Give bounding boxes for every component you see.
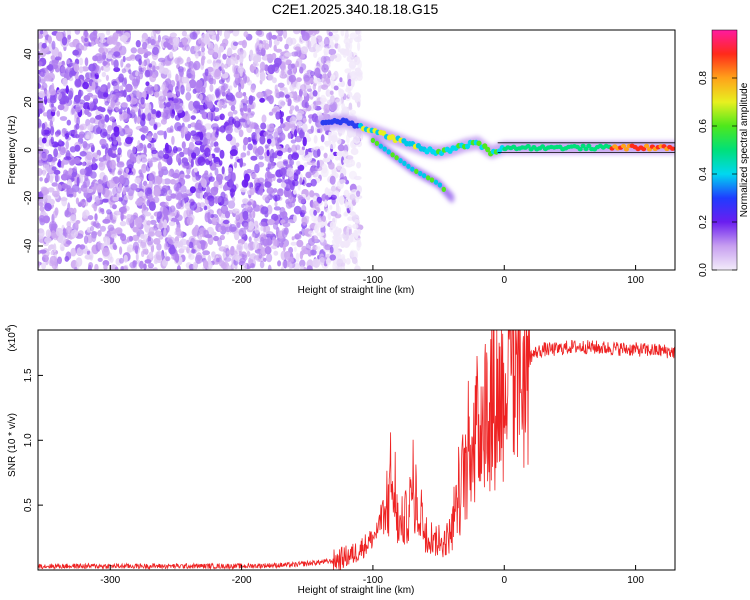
- colorbar-tick-label: 0.0: [698, 263, 709, 277]
- bottom-x-tick-label: -200: [232, 575, 252, 586]
- top-x-tick-label: 0: [501, 275, 507, 286]
- bottom-x-axis-label: Height of straight line (km): [298, 585, 415, 596]
- top-x-axis-label: Height of straight line (km): [298, 285, 415, 296]
- snr-frame: [37, 329, 676, 571]
- top-x-tick-label: -200: [232, 275, 252, 286]
- top-y-tick-label: -20: [23, 190, 34, 205]
- colorbar-tick-label: 0.4: [698, 167, 709, 181]
- bottom-y-axis-label: SNR (10 * v/v): [7, 413, 18, 477]
- snr-line: [38, 330, 675, 570]
- colorbar-gradient: [712, 30, 737, 270]
- exponent-label: (x104): [4, 324, 18, 351]
- colorbar-tick-label: 0.2: [698, 215, 709, 229]
- top-y-tick-label: 20: [23, 96, 34, 108]
- bottom-y-tick-label: 1.0: [23, 433, 34, 447]
- figure-title: C2E1.2025.340.18.18.G15: [271, 1, 439, 17]
- top-x-tick-label: -300: [100, 275, 120, 286]
- bottom-y-tick-label: 0.5: [23, 498, 34, 512]
- top-y-tick-label: 0: [23, 147, 34, 153]
- top-y-axis-label: Frequency (Hz): [7, 116, 18, 185]
- colorbar-frame: [711, 29, 738, 271]
- colorbar-tick-label: 0.8: [698, 71, 709, 85]
- colorbar: 0.0 0.2 0.4 0.6 0.8 Normalized spectral ampl…: [698, 29, 750, 277]
- top-x-tick-label: -100: [363, 275, 383, 286]
- top-y-tick-label: 40: [23, 48, 34, 60]
- colorbar-label: Normalized spectral amplitude: [739, 82, 750, 217]
- bottom-y-tick-label: 1.5: [23, 368, 34, 382]
- bottom-x-tick-label: -300: [100, 575, 120, 586]
- top-x-tick-label: 100: [627, 275, 644, 286]
- bottom-x-tick-label: 100: [627, 575, 644, 586]
- bottom-x-tick-label: -100: [363, 575, 383, 586]
- bottom-x-tick-label: 0: [501, 575, 507, 586]
- snr-panel: -300 -200 -100 0 100 0.5 1.0 1.5 Height of str…: [4, 324, 676, 596]
- top-y-tick-label: -40: [23, 238, 34, 253]
- colorbar-tick-label: 0.6: [698, 119, 709, 133]
